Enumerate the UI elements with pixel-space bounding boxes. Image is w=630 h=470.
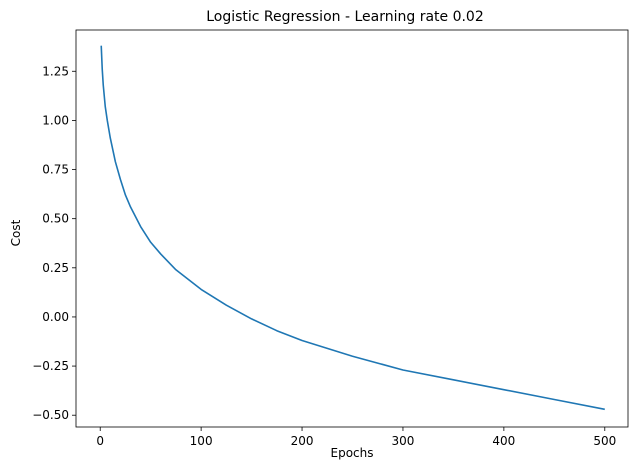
plot-area — [75, 29, 629, 428]
y-tick-label: 1.25 — [42, 64, 69, 78]
x-tick-label: 100 — [190, 434, 213, 448]
x-tick-label: 0 — [96, 434, 104, 448]
chart-title: Logistic Regression - Learning rate 0.02 — [206, 9, 484, 25]
y-tick-label: 0.25 — [42, 261, 69, 275]
series-line-0 — [100, 45, 605, 411]
y-axis: −0.50 −0.25 0.00 0.25 0.50 0.75 1.00 1.25 — [32, 64, 76, 422]
plot-frame — [75, 29, 629, 428]
y-axis-label: Cost — [9, 219, 23, 246]
y-tick-label: −0.25 — [32, 359, 69, 373]
data-layer — [100, 45, 605, 411]
x-tick-label: 400 — [492, 434, 515, 448]
x-tick-label: 200 — [291, 434, 314, 448]
y-tick-label: 1.00 — [42, 113, 69, 127]
x-axis-label: Epochs — [331, 446, 374, 460]
y-tick-label: −0.50 — [32, 408, 69, 422]
x-tick-label: 500 — [593, 434, 616, 448]
y-tick-label: 0.75 — [42, 163, 69, 177]
y-tick-label: 0.00 — [42, 310, 69, 324]
x-axis: 0 100 200 300 400 500 — [96, 427, 616, 448]
y-tick-label: 0.50 — [42, 212, 69, 226]
x-tick-label: 300 — [392, 434, 415, 448]
